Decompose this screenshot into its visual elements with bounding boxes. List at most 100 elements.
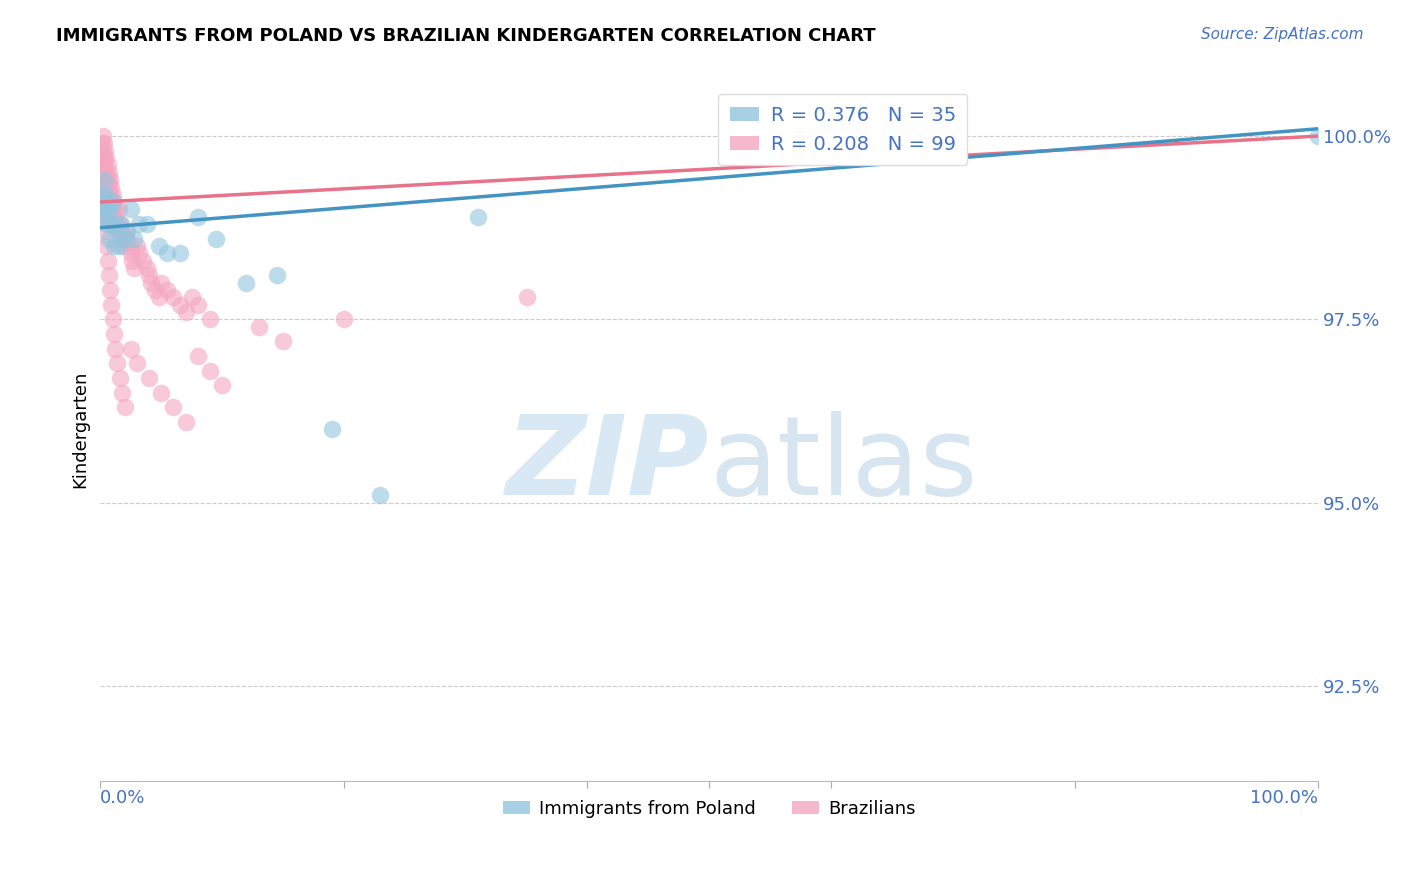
Point — [94, 194, 117, 209]
Point — [111, 232, 134, 246]
Point — [467, 210, 489, 224]
Point — [91, 158, 114, 172]
Point — [174, 415, 197, 429]
Point — [93, 210, 115, 224]
Point — [93, 151, 115, 165]
Point — [138, 268, 160, 283]
Point — [114, 401, 136, 415]
Point — [100, 194, 122, 209]
Point — [97, 232, 120, 246]
Point — [93, 166, 115, 180]
Point — [141, 276, 163, 290]
Point — [101, 187, 124, 202]
Text: atlas: atlas — [709, 411, 977, 518]
Point — [100, 180, 122, 194]
Point — [107, 239, 129, 253]
Point — [107, 224, 129, 238]
Point — [100, 217, 122, 231]
Point — [1308, 129, 1330, 144]
Point — [104, 217, 127, 231]
Point — [97, 180, 120, 194]
Point — [105, 210, 128, 224]
Point — [516, 290, 538, 304]
Point — [101, 194, 124, 209]
Point — [103, 194, 125, 209]
Point — [321, 422, 343, 436]
Point — [91, 144, 114, 158]
Point — [97, 194, 120, 209]
Text: 100.0%: 100.0% — [1250, 789, 1319, 807]
Point — [94, 187, 117, 202]
Point — [110, 217, 132, 231]
Point — [156, 246, 179, 260]
Point — [97, 217, 120, 231]
Point — [132, 253, 155, 268]
Point — [115, 232, 138, 246]
Point — [93, 173, 115, 187]
Point — [96, 151, 118, 165]
Point — [97, 210, 120, 224]
Point — [271, 334, 294, 349]
Point — [124, 232, 146, 246]
Point — [107, 202, 129, 217]
Point — [108, 371, 131, 385]
Point — [93, 210, 115, 224]
Point — [90, 202, 112, 217]
Point — [114, 232, 136, 246]
Point — [94, 158, 117, 172]
Point — [98, 187, 121, 202]
Point — [235, 276, 257, 290]
Text: IMMIGRANTS FROM POLAND VS BRAZILIAN KINDERGARTEN CORRELATION CHART: IMMIGRANTS FROM POLAND VS BRAZILIAN KIND… — [56, 27, 876, 45]
Point — [148, 290, 170, 304]
Point — [93, 180, 115, 194]
Point — [180, 290, 202, 304]
Point — [150, 276, 173, 290]
Point — [187, 298, 209, 312]
Text: ZIP: ZIP — [506, 411, 709, 518]
Point — [98, 173, 121, 187]
Point — [333, 312, 356, 326]
Point — [96, 217, 118, 231]
Point — [156, 283, 179, 297]
Point — [108, 217, 131, 231]
Point — [94, 144, 117, 158]
Point — [97, 173, 120, 187]
Point — [211, 378, 233, 392]
Point — [104, 217, 127, 231]
Point — [96, 239, 118, 253]
Point — [90, 151, 112, 165]
Text: 0.0%: 0.0% — [100, 789, 146, 807]
Point — [370, 488, 392, 502]
Point — [120, 202, 142, 217]
Point — [120, 246, 142, 260]
Point — [97, 158, 120, 172]
Point — [90, 180, 112, 194]
Y-axis label: Kindergarten: Kindergarten — [72, 370, 89, 488]
Point — [120, 342, 142, 356]
Point — [93, 136, 115, 151]
Point — [96, 166, 118, 180]
Point — [266, 268, 288, 283]
Point — [103, 210, 125, 224]
Point — [104, 202, 127, 217]
Point — [98, 283, 121, 297]
Point — [94, 224, 117, 238]
Point — [101, 202, 124, 217]
Point — [198, 363, 221, 377]
Point — [150, 385, 173, 400]
Point — [135, 260, 157, 275]
Point — [97, 268, 120, 283]
Point — [162, 401, 184, 415]
Text: Source: ZipAtlas.com: Source: ZipAtlas.com — [1201, 27, 1364, 42]
Point — [91, 180, 114, 194]
Point — [128, 217, 150, 231]
Point — [110, 224, 132, 238]
Point — [98, 202, 121, 217]
Point — [125, 356, 148, 370]
Point — [94, 173, 117, 187]
Point — [143, 283, 166, 297]
Point — [162, 290, 184, 304]
Point — [91, 194, 114, 209]
Point — [100, 298, 122, 312]
Point — [101, 312, 124, 326]
